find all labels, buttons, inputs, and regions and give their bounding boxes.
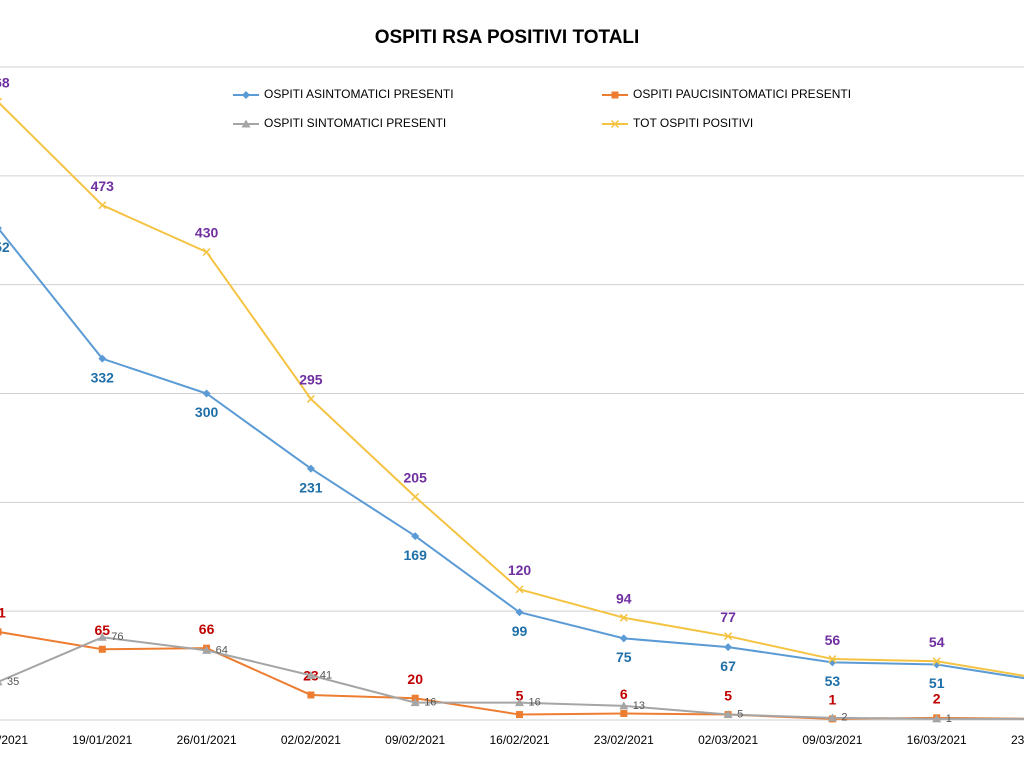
data-point xyxy=(932,657,941,666)
data-point xyxy=(0,628,2,636)
data-point xyxy=(932,714,942,723)
legend-label: OSPITI ASINTOMATICI PRESENTI xyxy=(264,87,454,101)
data-point xyxy=(516,711,523,719)
data-point xyxy=(98,354,107,363)
data-label: 54 xyxy=(929,634,945,650)
data-label: 231 xyxy=(299,479,323,495)
data-label: 99 xyxy=(512,623,528,639)
x-tick-label: 16/03/2021 xyxy=(907,733,967,747)
data-point xyxy=(0,680,3,686)
data-label: 430 xyxy=(195,225,219,241)
data-label: 16 xyxy=(529,696,541,708)
data-label: 94 xyxy=(616,590,632,606)
data-label: 295 xyxy=(299,372,323,388)
data-point xyxy=(410,698,420,707)
data-point xyxy=(827,713,837,722)
data-point xyxy=(306,464,315,473)
x-tick-label: 09/02/2021 xyxy=(385,733,445,747)
data-point xyxy=(723,710,733,719)
data-point xyxy=(411,532,420,541)
legend-marker xyxy=(610,119,620,129)
data-point xyxy=(619,634,628,643)
data-label: 41 xyxy=(320,669,332,681)
data-label: 20 xyxy=(407,671,423,687)
data-label: 205 xyxy=(404,470,428,486)
data-label: 473 xyxy=(91,178,115,194)
legend-marker xyxy=(611,91,619,99)
legend-marker xyxy=(242,91,250,99)
data-label: 67 xyxy=(720,658,736,674)
data-label: 5 xyxy=(737,708,743,720)
data-label: 65 xyxy=(95,622,111,638)
data-point xyxy=(306,394,315,403)
data-label: 120 xyxy=(508,562,532,578)
data-point xyxy=(828,655,837,664)
x-tick-label: 09/03/2021 xyxy=(802,733,862,747)
data-point xyxy=(515,608,524,617)
data-label: 2 xyxy=(933,691,941,707)
data-point xyxy=(307,691,315,699)
x-tick-label: 02/03/2021 xyxy=(698,733,758,747)
data-point xyxy=(724,632,733,641)
data-label: 300 xyxy=(195,404,219,420)
legend-marker xyxy=(241,119,251,128)
data-label: 5 xyxy=(724,687,732,703)
data-label: 1 xyxy=(946,713,952,725)
x-tick-label: 16/02/2021 xyxy=(489,733,549,747)
series-line xyxy=(0,228,1024,680)
legend-label: TOT OSPITI POSITIVI xyxy=(633,116,753,130)
data-label: 75 xyxy=(616,649,632,665)
data-label: 1 xyxy=(829,692,837,708)
data-point xyxy=(620,709,628,717)
data-point xyxy=(202,645,212,654)
x-tick-label: 12/01/2021 xyxy=(0,733,28,747)
data-label: 35 xyxy=(7,676,19,688)
data-label: 53 xyxy=(825,673,841,689)
data-label: 6 xyxy=(620,686,628,702)
data-point xyxy=(411,492,420,501)
data-label: 452 xyxy=(0,239,10,255)
data-label: 77 xyxy=(720,609,736,625)
legend-label: OSPITI SINTOMATICI PRESENTI xyxy=(264,116,446,130)
data-label: 2 xyxy=(841,712,847,724)
data-point xyxy=(515,585,524,594)
data-label: 16 xyxy=(424,696,436,708)
data-point xyxy=(619,701,629,710)
data-point xyxy=(619,613,628,622)
data-point xyxy=(724,643,733,652)
x-tick-label: 19/01/2021 xyxy=(72,733,132,747)
data-point xyxy=(97,632,107,641)
data-point xyxy=(202,389,211,398)
data-label: 76 xyxy=(111,631,123,643)
data-point xyxy=(515,698,524,707)
data-point xyxy=(0,226,2,231)
data-label: 81 xyxy=(0,605,6,621)
data-point xyxy=(306,670,316,679)
data-label: 66 xyxy=(199,621,215,637)
x-tick-label: 23/02/2021 xyxy=(594,733,654,747)
x-tick-label: 23/03/2021 xyxy=(1011,733,1024,747)
data-label: 64 xyxy=(216,644,228,656)
chart-title: OSPITI RSA POSITIVI TOTALI xyxy=(375,27,640,48)
data-label: 5 xyxy=(516,687,524,703)
data-label: 332 xyxy=(91,369,115,385)
x-tick-label: 02/02/2021 xyxy=(281,733,341,747)
data-point xyxy=(98,645,106,653)
x-tick-label: 26/01/2021 xyxy=(177,733,237,747)
series-line xyxy=(0,631,1024,720)
data-label: 51 xyxy=(929,675,945,691)
data-point xyxy=(202,247,211,257)
data-label: 13 xyxy=(633,700,645,712)
data-label: 568 xyxy=(0,75,10,91)
data-label: 56 xyxy=(825,632,841,648)
data-point xyxy=(98,201,107,210)
data-label: 169 xyxy=(404,547,428,563)
series-line xyxy=(0,102,1024,677)
data-point xyxy=(0,97,3,106)
legend-label: OSPITI PAUCISINTOMATICI PRESENTI xyxy=(633,87,851,101)
